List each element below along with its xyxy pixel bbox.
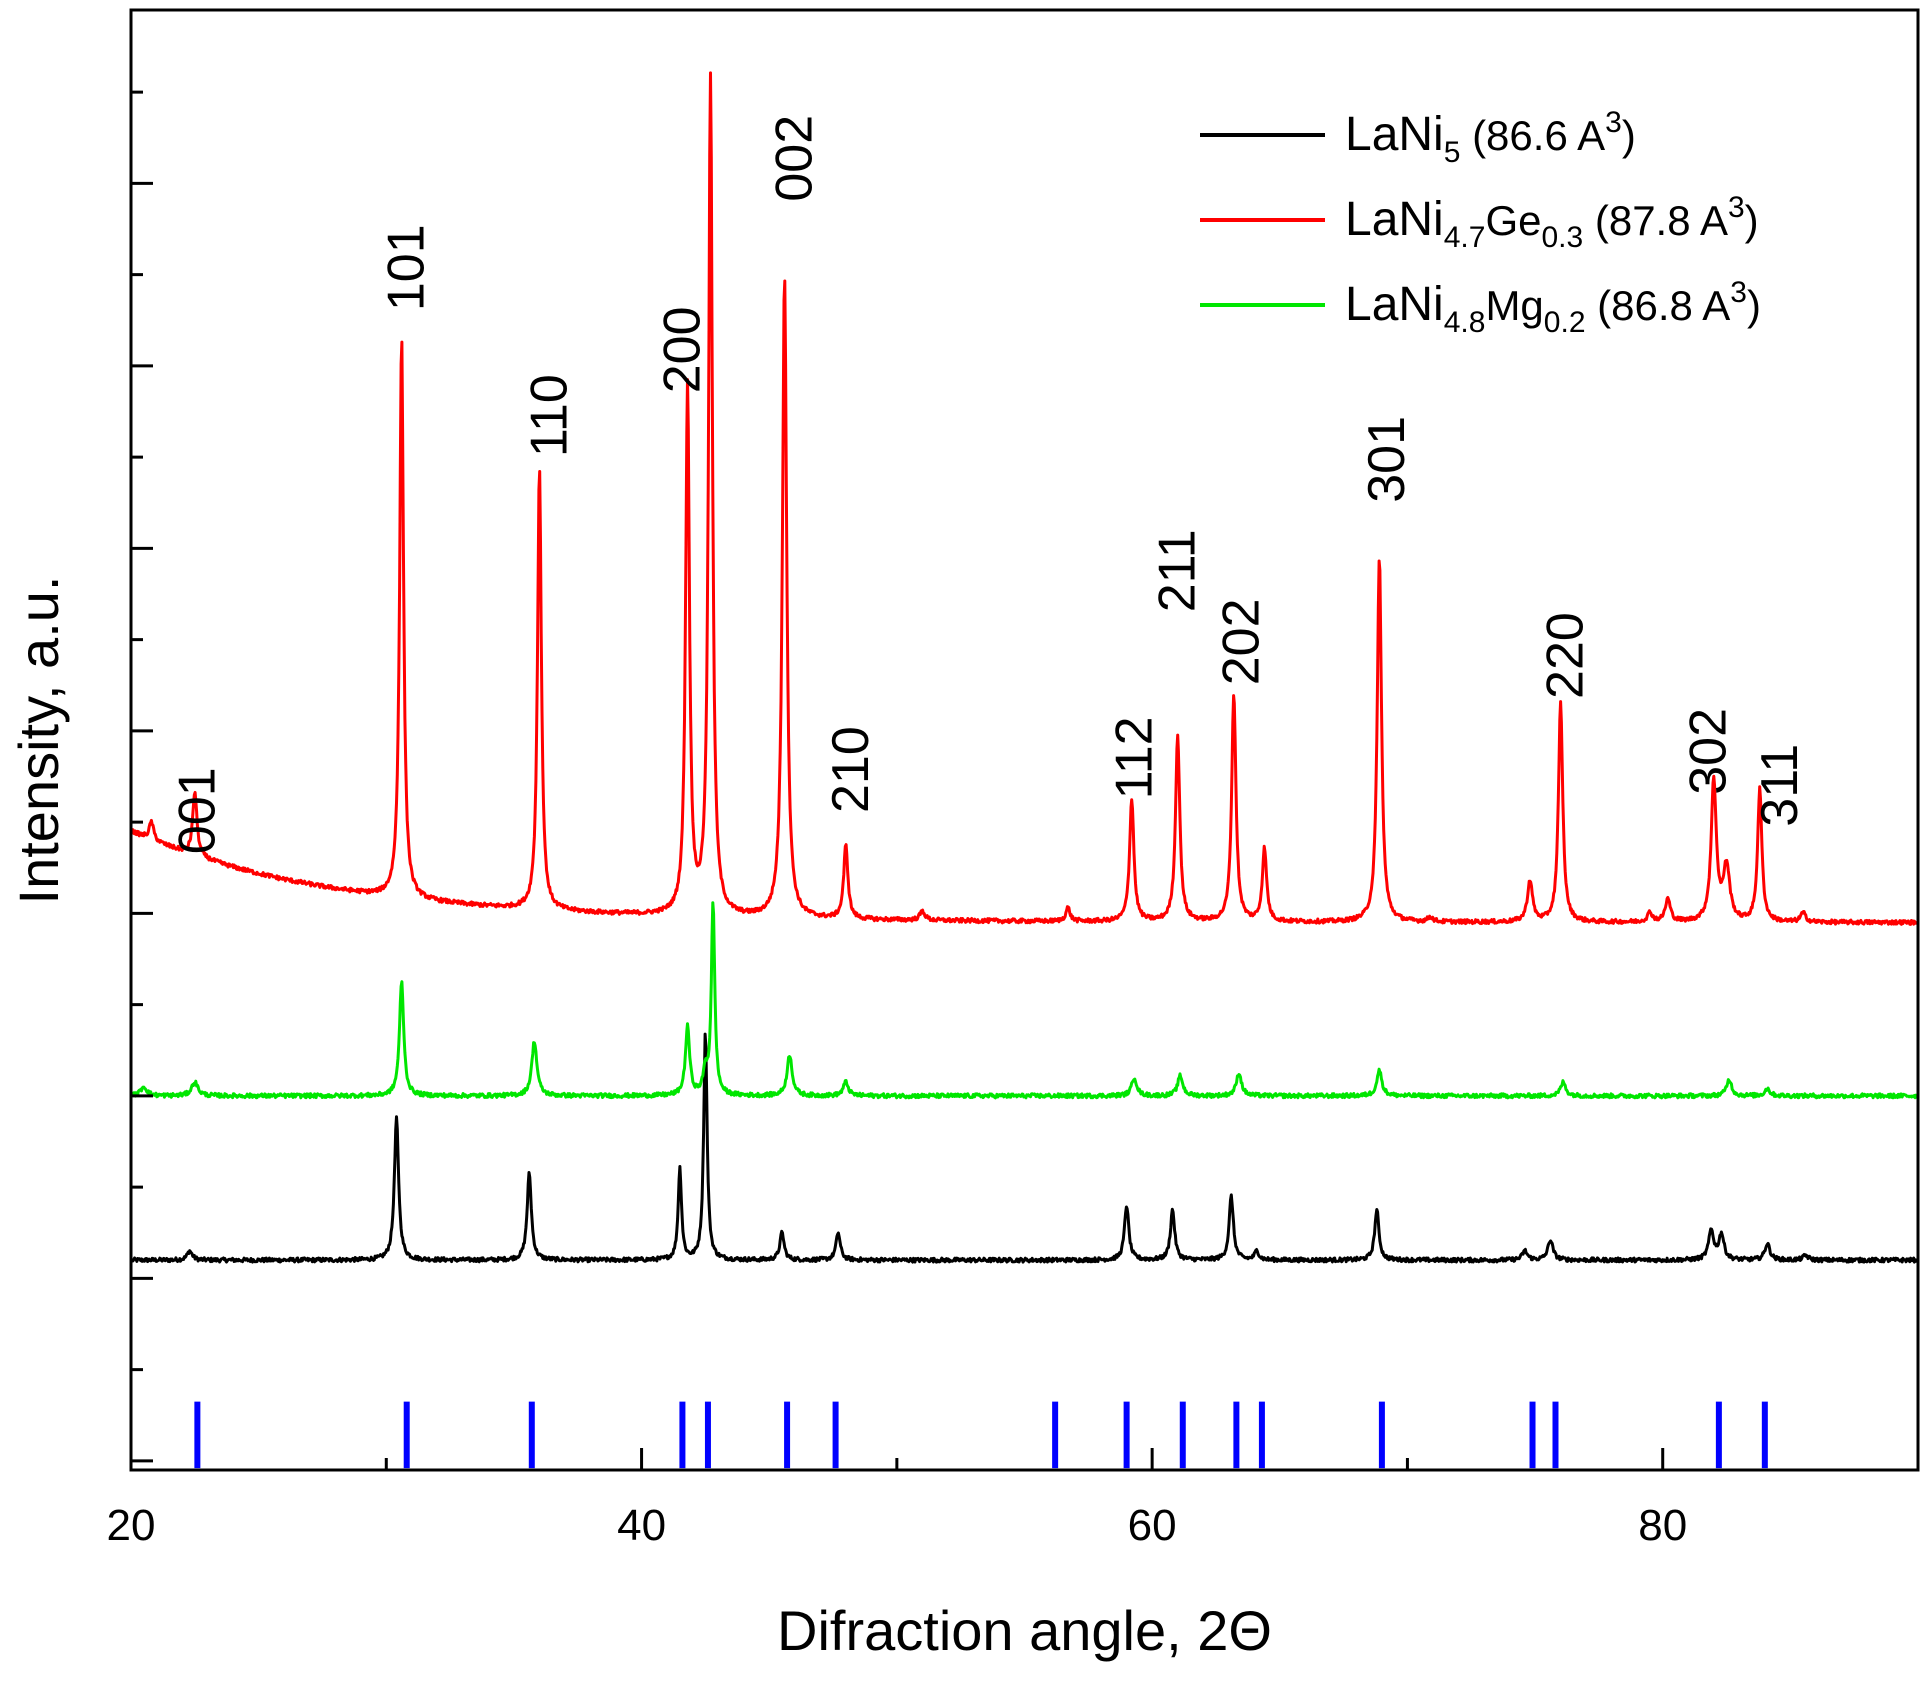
- reference-bars: [194, 1401, 1768, 1469]
- peak-label: 101: [378, 224, 436, 311]
- plot-frame: [129, 8, 1920, 1472]
- x-axis-title: Difraction angle, 2Θ: [777, 1599, 1272, 1662]
- x-ticks: 20 40 60 80: [107, 1448, 1920, 1550]
- series-line-0: [130, 1032, 1919, 1264]
- plot-lines: [130, 71, 1919, 1264]
- peak-label: 200: [653, 306, 711, 393]
- peak-label: 211: [1149, 529, 1207, 612]
- peak-labels: 0011011102001110022101122112023012203023…: [168, 115, 1809, 854]
- series-line-1: [130, 71, 1919, 926]
- peak-label: 311: [1751, 744, 1809, 827]
- x-tick-label: 20: [107, 1501, 156, 1550]
- x-tick-label: 80: [1638, 1501, 1687, 1550]
- x-tick-label: 60: [1128, 1501, 1177, 1550]
- peak-label: 202: [1212, 598, 1270, 685]
- axes: 20 40 60 80 Difraction angle, 2Θ Intensity,…: [7, 8, 1920, 1662]
- peak-label: 302: [1680, 708, 1738, 795]
- peak-label: 001: [168, 767, 226, 854]
- peak-label: 220: [1537, 612, 1595, 699]
- peak-label: 002: [766, 115, 824, 202]
- peak-label: 210: [822, 726, 880, 813]
- y-ticks: [131, 90, 153, 1463]
- peak-label: 301: [1358, 416, 1416, 503]
- legend-label: LaNi4.7Ge0.3 (87.8 A3): [1345, 191, 1759, 254]
- peak-label: 112: [1105, 716, 1163, 799]
- peak-label: 110: [521, 374, 579, 457]
- legend-label: LaNi5 (86.6 A3): [1345, 106, 1636, 169]
- series-line-2: [130, 901, 1918, 1100]
- legend: LaNi5 (86.6 A3) LaNi4.7Ge0.3 (87.8 A3) LaN…: [1200, 106, 1761, 339]
- y-axis-title: Intensity, a.u.: [7, 576, 70, 905]
- x-tick-label: 40: [617, 1501, 666, 1550]
- legend-label: LaNi4.8Mg0.2 (86.8 A3): [1345, 276, 1761, 339]
